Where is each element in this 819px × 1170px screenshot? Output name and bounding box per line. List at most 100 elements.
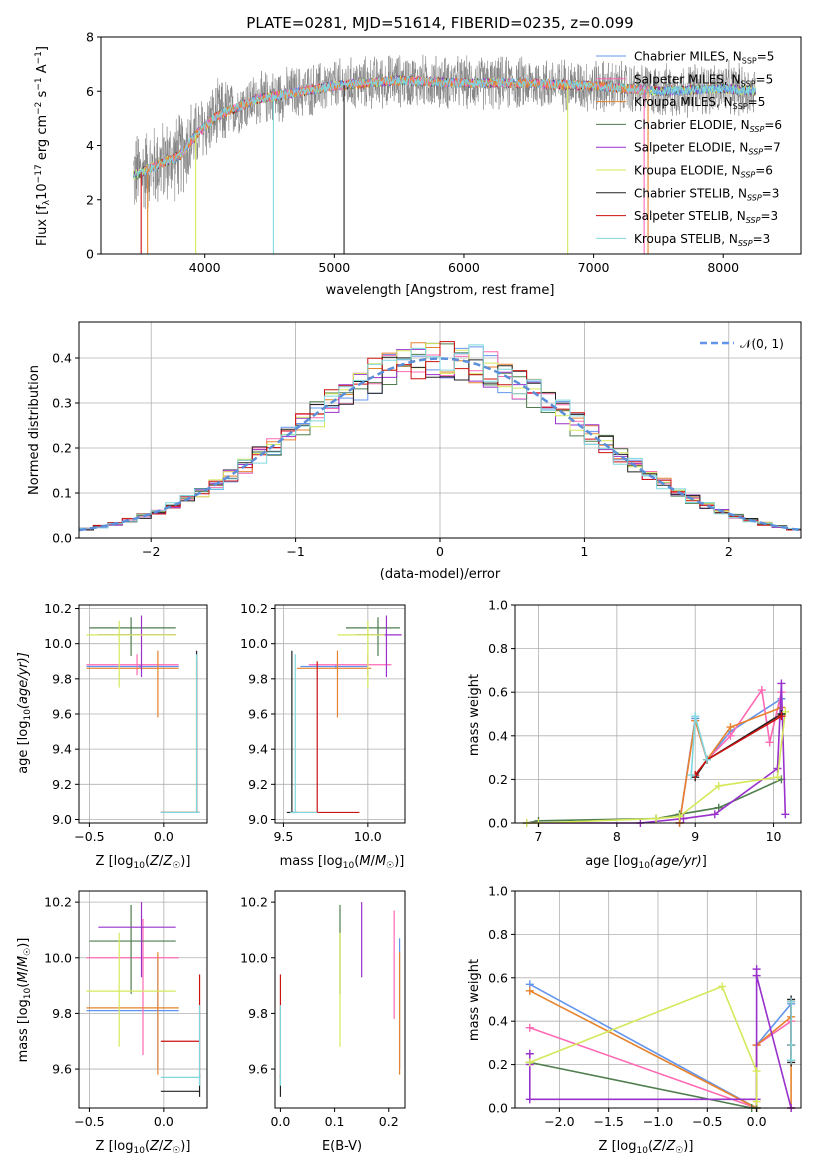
- mass-vs-z-panel: −0.5 0.0 9.6 9.8 10.0 10.2 Z [log10(Z/Z☉)] ma…: [16, 890, 208, 1156]
- x-tick-label: 6000: [448, 260, 480, 275]
- weight-vs-z-ylabel: mass weight: [467, 959, 482, 1041]
- kroupa_stelib-model-line: [133, 74, 756, 179]
- kroupa_stelib-marker: [787, 1041, 796, 1050]
- y-tick-label: 4: [86, 138, 94, 153]
- legend-label-salpeter_elodie: Salpeter ELODIE, NSSP=7: [634, 141, 781, 157]
- y-tick-label: 6: [86, 84, 94, 99]
- x-tick-label: 0.0: [154, 829, 174, 844]
- y-tick-label: 10.0: [240, 636, 268, 651]
- normal-curve: [78, 357, 802, 532]
- kroupa_stelib-marker: [787, 1056, 796, 1065]
- weight-vs-age-ylabel: mass weight: [467, 674, 482, 756]
- y-tick-label: 2: [86, 192, 94, 207]
- y-tick-label: 0.6: [488, 970, 508, 985]
- kroupa_elodie-marker: [652, 814, 661, 823]
- salpeter_elodie-marker: [781, 810, 790, 819]
- legend-label-chabrier_stelib: Chabrier STELIB, NSSP=3: [634, 186, 779, 202]
- salpeter_miles-marker: [525, 1023, 534, 1032]
- x-tick-label: −1: [286, 544, 304, 559]
- kroupa_elodie-marker: [718, 982, 727, 991]
- y-tick-label: 9.4: [248, 742, 268, 757]
- x-tick-label: −0.5: [692, 1114, 722, 1129]
- weight-vs-z-xlabel: Z [log10(Z/Z☉)]: [599, 1139, 694, 1156]
- x-tick-label: 10: [766, 829, 782, 844]
- residual-xlabel: (data-model)/error: [380, 567, 501, 582]
- x-tick-label: 7000: [578, 260, 610, 275]
- x-tick-label: 1: [580, 544, 588, 559]
- weight-vs-z-panel: −2.0 −1.5 −1.0 −0.5 0.0 0.0 0.2 0.4 0.6 0.8 1.0 Z …: [467, 884, 802, 1156]
- y-tick-label: 0.8: [488, 927, 508, 942]
- y-tick-label: 0.3: [52, 396, 72, 411]
- y-tick-label: 10.2: [44, 601, 72, 616]
- age-vs-z-ylabel: age [log10(age/yr)]: [16, 652, 33, 774]
- kroupa_elodie-marker: [675, 812, 684, 821]
- y-tick-label: 1.0: [488, 884, 508, 899]
- x-tick-label: 8000: [707, 260, 739, 275]
- y-tick-label: 9.0: [248, 812, 268, 827]
- y-tick-label: 9.2: [248, 777, 268, 792]
- x-tick-label: 9.5: [273, 829, 293, 844]
- y-tick-label: 0.6: [488, 685, 508, 700]
- y-tick-label: 9.8: [248, 1006, 268, 1021]
- legend-label-kroupa_miles: Kroupa MILES, NSSP=5: [634, 95, 765, 111]
- salpeter_elodie-marker: [777, 679, 786, 688]
- kroupa_stelib-marker: [702, 755, 711, 764]
- x-tick-label: −1.5: [594, 1114, 624, 1129]
- age-vs-mass-xlabel: mass [log10(M/M☉)]: [280, 854, 405, 871]
- axes-frame: [274, 890, 406, 1109]
- spectrum-legend: Chabrier MILES, NSSP=5 Salpeter MILES, NS…: [596, 50, 782, 248]
- legend-label-kroupa_stelib: Kroupa STELIB, NSSP=3: [634, 232, 770, 248]
- spectrum-ylabel: Flux [fλ10−17 erg cm−2 s−1 A−1]: [34, 46, 52, 246]
- y-tick-label: 10.2: [240, 895, 268, 910]
- y-tick-label: 10.0: [44, 950, 72, 965]
- y-tick-label: 9.2: [52, 777, 72, 792]
- y-tick-label: 9.8: [248, 671, 268, 686]
- y-tick-label: 9.6: [248, 707, 268, 722]
- y-tick-label: 9.6: [52, 707, 72, 722]
- age-vs-z-xlabel: Z [log10(Z/Z☉)]: [96, 854, 191, 871]
- salpeter_elodie-marker: [525, 1049, 534, 1058]
- axes-frame: [514, 604, 802, 824]
- y-tick-label: 9.6: [248, 1062, 268, 1077]
- y-tick-label: 10.0: [240, 950, 268, 965]
- salpeter_elodie-marker: [525, 1095, 534, 1104]
- legend-label-salpeter_miles: Salpeter MILES, NSSP=5: [634, 72, 773, 88]
- y-tick-label: 0.8: [488, 641, 508, 656]
- residual-ylabel: Normed distribution: [27, 365, 42, 495]
- kroupa_stelib-marker: [691, 712, 700, 721]
- x-tick-label: −2.0: [544, 1114, 574, 1129]
- residual-panel: −2 −1 0 1 2 0.0 0.1 0.2 0.3 0.4 (data-model)/erro…: [27, 321, 802, 582]
- y-tick-label: 0.4: [488, 1014, 508, 1029]
- salpeter_miles-marker: [757, 686, 766, 695]
- y-tick-label: 9.0: [52, 812, 72, 827]
- y-tick-label: 9.8: [52, 1006, 72, 1021]
- y-tick-label: 0.2: [52, 441, 72, 456]
- x-tick-label: 0.0: [154, 1114, 174, 1129]
- salpeter_elodie-marker: [752, 971, 761, 980]
- kroupa_elodie-marker: [773, 773, 782, 782]
- chabrier_elodie-marker: [714, 803, 723, 812]
- y-tick-label: 0.2: [488, 1057, 508, 1072]
- spectrum-panel: PLATE=0281, MJD=51614, FIBERID=0235, z=0…: [34, 14, 802, 298]
- x-tick-label: 5000: [318, 260, 350, 275]
- x-tick-label: 0.0: [747, 1114, 767, 1129]
- kroupa_elodie-line: [529, 985, 758, 1102]
- y-tick-label: 0.0: [52, 531, 72, 546]
- kroupa_stelib-marker: [687, 771, 696, 780]
- y-tick-label: 0.0: [488, 816, 508, 831]
- x-tick-label: 4000: [189, 260, 221, 275]
- x-tick-label: 0.0: [270, 1114, 290, 1129]
- x-tick-label: −0.5: [74, 1114, 104, 1129]
- age-vs-mass-panel: 9.5 10.0 9.0 9.2 9.4 9.6 9.8 10.0 10.2 mass [log…: [240, 601, 406, 871]
- spectrum-xlabel: wavelength [Angstrom, rest frame]: [326, 283, 555, 298]
- y-tick-label: 0.1: [52, 486, 72, 501]
- weight-vs-age-xlabel: age [log10(age/yr)]: [585, 854, 707, 871]
- weight-vs-age-panel: 7 8 9 10 0.0 0.2 0.4 0.6 0.8 1.0 age [log10(age/y…: [467, 598, 802, 871]
- y-tick-label: 0.2: [488, 772, 508, 787]
- salpeter_miles-marker: [726, 731, 735, 740]
- mass-vs-z-xlabel: Z [log10(Z/Z☉)]: [96, 1139, 191, 1156]
- salpeter_miles-marker: [765, 738, 774, 747]
- kroupa_elodie-marker: [525, 1058, 534, 1067]
- y-tick-label: 10.2: [240, 601, 268, 616]
